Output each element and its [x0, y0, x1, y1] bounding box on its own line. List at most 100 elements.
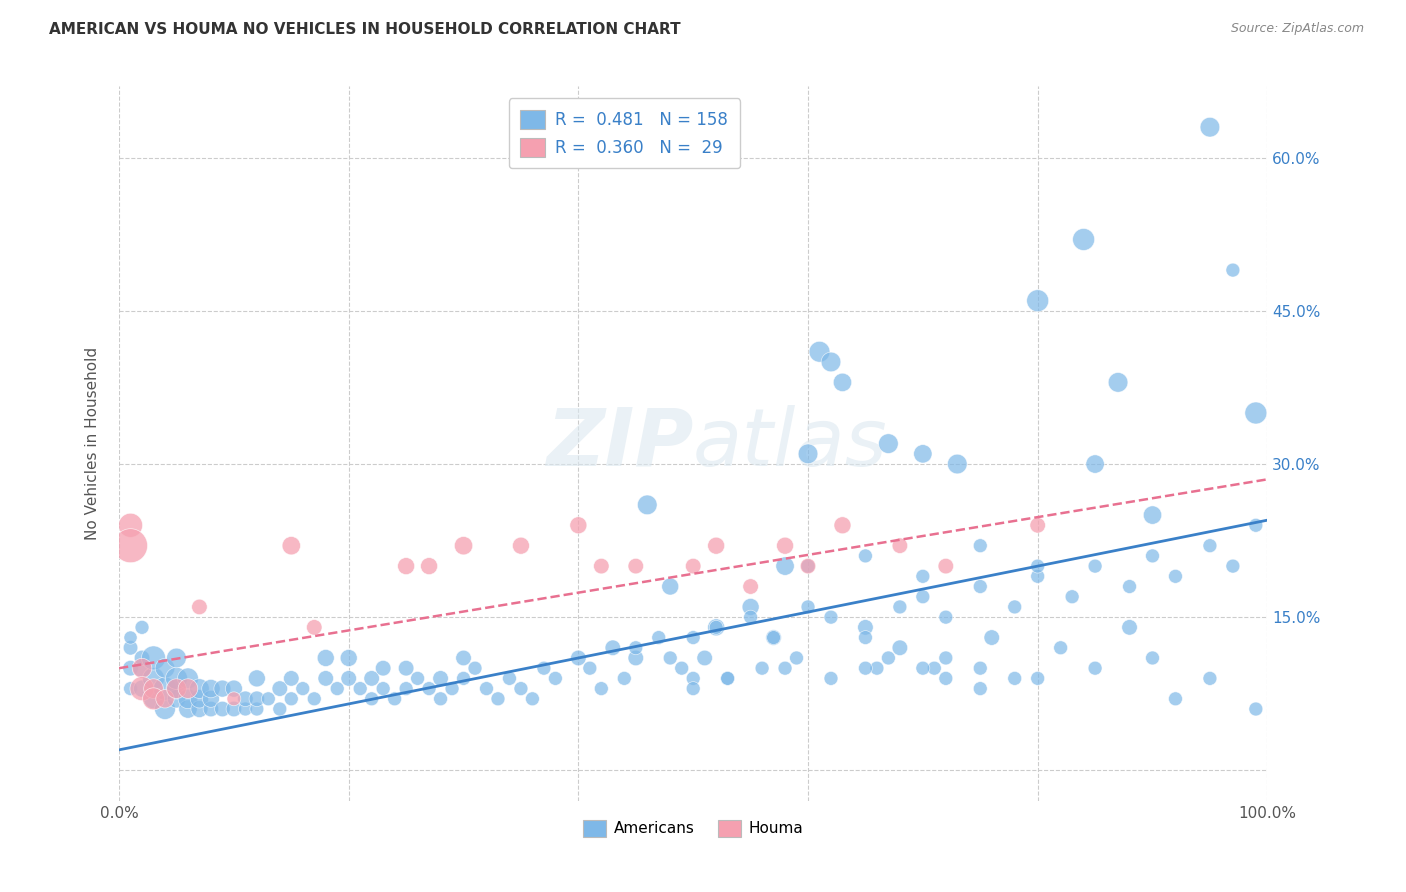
Point — [315, 672, 337, 686]
Point — [418, 559, 440, 574]
Point — [1244, 702, 1267, 716]
Point — [406, 672, 429, 686]
Point — [855, 631, 877, 645]
Point — [648, 631, 671, 645]
Point — [304, 691, 326, 706]
Point — [177, 691, 200, 706]
Point — [142, 651, 165, 665]
Point — [980, 631, 1002, 645]
Point — [280, 539, 302, 553]
Point — [969, 539, 991, 553]
Point — [1073, 232, 1095, 246]
Point — [1199, 539, 1222, 553]
Point — [269, 702, 291, 716]
Point — [659, 580, 682, 594]
Point — [395, 681, 418, 696]
Point — [969, 580, 991, 594]
Point — [142, 691, 165, 706]
Point — [166, 681, 188, 696]
Point — [429, 672, 451, 686]
Point — [911, 590, 934, 604]
Point — [1084, 661, 1107, 675]
Point — [188, 702, 211, 716]
Point — [222, 702, 245, 716]
Point — [1062, 590, 1084, 604]
Point — [153, 661, 176, 675]
Point — [1084, 457, 1107, 471]
Point — [911, 661, 934, 675]
Point — [773, 559, 796, 574]
Point — [304, 620, 326, 634]
Point — [740, 580, 762, 594]
Point — [1244, 406, 1267, 420]
Point — [935, 559, 957, 574]
Point — [889, 599, 911, 614]
Point — [855, 661, 877, 675]
Point — [131, 661, 153, 675]
Point — [177, 702, 200, 716]
Point — [1222, 559, 1244, 574]
Point — [591, 559, 613, 574]
Point — [131, 661, 153, 675]
Point — [924, 661, 946, 675]
Legend: Americans, Houma: Americans, Houma — [578, 814, 808, 843]
Point — [1244, 518, 1267, 533]
Point — [544, 672, 567, 686]
Point — [704, 539, 727, 553]
Point — [188, 599, 211, 614]
Point — [200, 681, 222, 696]
Point — [486, 691, 509, 706]
Point — [166, 681, 188, 696]
Point — [820, 672, 842, 686]
Point — [131, 681, 153, 696]
Point — [831, 518, 853, 533]
Point — [636, 498, 658, 512]
Point — [395, 559, 418, 574]
Point — [911, 447, 934, 461]
Point — [889, 640, 911, 655]
Point — [395, 661, 418, 675]
Point — [453, 672, 475, 686]
Point — [682, 631, 704, 645]
Y-axis label: No Vehicles in Household: No Vehicles in Household — [86, 347, 100, 541]
Point — [475, 681, 498, 696]
Point — [1199, 120, 1222, 135]
Point — [360, 691, 382, 706]
Point — [1049, 640, 1071, 655]
Text: ZIP: ZIP — [546, 405, 693, 483]
Point — [613, 672, 636, 686]
Point — [567, 651, 589, 665]
Point — [579, 661, 602, 675]
Point — [946, 457, 969, 471]
Point — [797, 447, 820, 461]
Point — [498, 672, 520, 686]
Text: AMERICAN VS HOUMA NO VEHICLES IN HOUSEHOLD CORRELATION CHART: AMERICAN VS HOUMA NO VEHICLES IN HOUSEHO… — [49, 22, 681, 37]
Point — [510, 539, 533, 553]
Point — [235, 702, 257, 716]
Point — [762, 631, 785, 645]
Point — [1142, 508, 1164, 522]
Point — [682, 559, 704, 574]
Point — [120, 631, 142, 645]
Point — [693, 651, 716, 665]
Point — [1026, 518, 1049, 533]
Text: Source: ZipAtlas.com: Source: ZipAtlas.com — [1230, 22, 1364, 36]
Point — [166, 651, 188, 665]
Point — [131, 620, 153, 634]
Point — [1118, 580, 1140, 594]
Point — [337, 651, 360, 665]
Point — [131, 651, 153, 665]
Point — [786, 651, 808, 665]
Point — [624, 640, 647, 655]
Point — [142, 691, 165, 706]
Point — [522, 691, 544, 706]
Point — [142, 672, 165, 686]
Point — [280, 691, 302, 706]
Point — [211, 681, 233, 696]
Point — [704, 620, 727, 634]
Point — [153, 691, 176, 706]
Point — [222, 681, 245, 696]
Point — [682, 681, 704, 696]
Point — [820, 610, 842, 624]
Point — [453, 651, 475, 665]
